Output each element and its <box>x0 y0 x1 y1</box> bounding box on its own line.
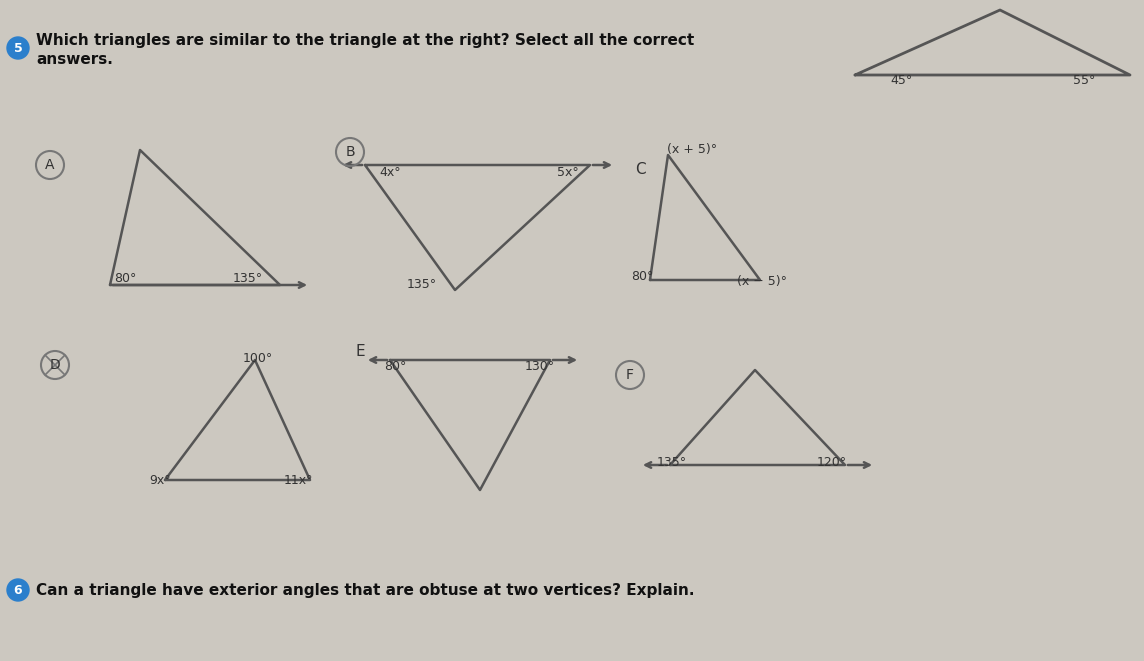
Text: B: B <box>345 145 355 159</box>
Text: 80°: 80° <box>384 360 406 373</box>
Circle shape <box>7 579 29 601</box>
Text: 130°: 130° <box>525 360 555 373</box>
Text: 11x°: 11x° <box>284 473 312 486</box>
Text: 9x°: 9x° <box>149 473 170 486</box>
Text: (x − 5)°: (x − 5)° <box>737 276 787 288</box>
Text: 135°: 135° <box>407 278 437 292</box>
Text: 6: 6 <box>14 584 23 596</box>
Text: F: F <box>626 368 634 382</box>
Text: (x + 5)°: (x + 5)° <box>667 143 717 157</box>
Text: 5: 5 <box>14 42 23 54</box>
Text: 45°: 45° <box>890 73 912 87</box>
Text: 135°: 135° <box>657 455 688 469</box>
Text: A: A <box>46 158 55 172</box>
Text: 120°: 120° <box>817 455 847 469</box>
Text: Can a triangle have exterior angles that are obtuse at two vertices? Explain.: Can a triangle have exterior angles that… <box>35 582 694 598</box>
Text: C: C <box>635 163 645 178</box>
Text: E: E <box>355 344 365 360</box>
Text: Which triangles are similar to the triangle at the right? Select all the correct: Which triangles are similar to the trian… <box>35 34 694 48</box>
Text: 5x°: 5x° <box>557 165 579 178</box>
Text: D: D <box>49 358 61 372</box>
Text: answers.: answers. <box>35 52 113 67</box>
Circle shape <box>7 37 29 59</box>
Text: 80°: 80° <box>113 272 136 284</box>
Text: 135°: 135° <box>233 272 263 284</box>
Text: 55°: 55° <box>1073 73 1095 87</box>
Text: 80°: 80° <box>630 270 653 282</box>
Text: 100°: 100° <box>243 352 273 364</box>
Text: 4x°: 4x° <box>379 165 400 178</box>
